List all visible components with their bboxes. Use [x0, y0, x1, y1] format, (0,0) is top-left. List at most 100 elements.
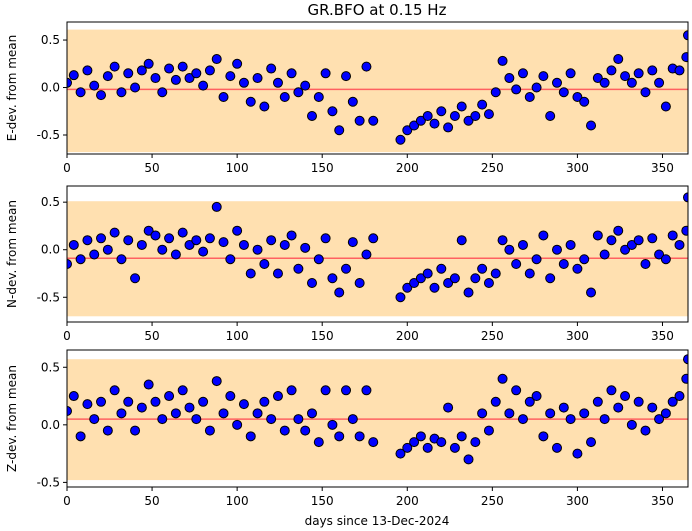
data-point	[150, 73, 161, 84]
data-point	[313, 437, 324, 448]
data-point	[633, 396, 644, 407]
data-point	[409, 120, 420, 131]
data-point	[545, 273, 556, 284]
data-point	[191, 414, 202, 425]
data-point	[252, 244, 263, 255]
data-point	[164, 233, 175, 244]
data-point	[306, 111, 317, 122]
data-point	[68, 391, 79, 402]
data-point	[211, 54, 222, 65]
data-point	[592, 396, 603, 407]
data-point	[68, 239, 79, 250]
x-tick-label: 200	[396, 329, 419, 343]
data-point	[545, 408, 556, 419]
x-tick-label: 350	[651, 161, 674, 175]
data-point	[531, 254, 542, 265]
data-point	[252, 73, 263, 84]
data-point	[660, 101, 671, 112]
data-point	[681, 52, 688, 63]
data-point	[89, 414, 100, 425]
y-tick-label: 0.5	[41, 360, 60, 374]
data-point	[572, 263, 583, 274]
data-point	[463, 115, 474, 126]
data-point	[640, 425, 651, 436]
data-point	[198, 396, 209, 407]
data-point	[449, 273, 460, 284]
data-point	[470, 273, 481, 284]
data-point	[558, 258, 569, 269]
data-point	[116, 254, 127, 265]
data-point	[633, 68, 644, 79]
data-point	[681, 373, 688, 384]
data-point	[524, 92, 535, 103]
y-tick-label: 0.5	[41, 195, 60, 209]
data-point	[463, 454, 474, 465]
data-point	[361, 385, 372, 396]
data-point	[286, 68, 297, 79]
x-tick-label: 150	[311, 494, 334, 508]
data-point	[136, 402, 147, 413]
data-point	[313, 254, 324, 265]
data-point	[75, 254, 86, 265]
data-point	[538, 71, 549, 82]
x-tick-label: 350	[651, 494, 674, 508]
x-tick-label: 300	[566, 329, 589, 343]
data-point	[613, 402, 624, 413]
x-tick-label: 200	[396, 161, 419, 175]
data-point	[67, 406, 72, 417]
data-point	[82, 65, 93, 76]
data-point	[660, 254, 671, 265]
y-tick-label: -0.5	[37, 290, 60, 304]
data-point	[449, 442, 460, 453]
data-point	[511, 84, 522, 95]
data-point	[443, 122, 454, 133]
x-tick-label: 50	[144, 161, 159, 175]
data-point	[402, 442, 413, 453]
data-point	[429, 118, 440, 129]
data-point	[286, 385, 297, 396]
data-point	[640, 258, 651, 269]
data-point	[620, 71, 631, 82]
data-point	[96, 233, 107, 244]
x-tick-label: 0	[63, 329, 71, 343]
tolerance-band	[67, 29, 688, 153]
data-point	[633, 235, 644, 246]
x-tick-label: 300	[566, 161, 589, 175]
data-point	[157, 87, 168, 98]
data-point	[463, 287, 474, 298]
data-point	[102, 425, 113, 436]
data-point	[204, 65, 215, 76]
data-point	[620, 244, 631, 255]
x-tick-label: 150	[311, 161, 334, 175]
data-point	[252, 408, 263, 419]
data-point	[320, 68, 331, 79]
data-point	[490, 268, 501, 279]
data-point	[654, 77, 665, 88]
chart-title: GR.BFO at 0.15 Hz	[308, 1, 447, 19]
data-point	[82, 235, 93, 246]
data-point	[341, 263, 352, 274]
data-point	[225, 254, 236, 265]
data-point	[313, 92, 324, 103]
data-point	[395, 134, 406, 145]
axes-frame	[66, 185, 689, 323]
data-point	[109, 227, 120, 238]
data-point	[422, 111, 433, 122]
panel-z: -0.5 0.0 0.5 0 50 100 150 200 250 300 350 Z-dev. fr…	[5, 349, 689, 508]
data-point	[354, 278, 365, 289]
data-point	[599, 249, 610, 260]
data-point	[67, 258, 72, 269]
data-point	[232, 419, 243, 430]
data-point	[660, 408, 671, 419]
data-point	[116, 87, 127, 98]
data-point	[531, 391, 542, 402]
data-point	[293, 87, 304, 98]
data-point	[531, 82, 542, 93]
data-point	[123, 396, 134, 407]
data-point	[123, 68, 134, 79]
data-point	[524, 268, 535, 279]
data-point	[123, 235, 134, 246]
data-point	[143, 225, 154, 236]
panel-n: -0.5 0.0 0.5 0 50 100 150 200 250 300 350 N-dev. fr…	[5, 185, 689, 343]
data-point	[136, 65, 147, 76]
